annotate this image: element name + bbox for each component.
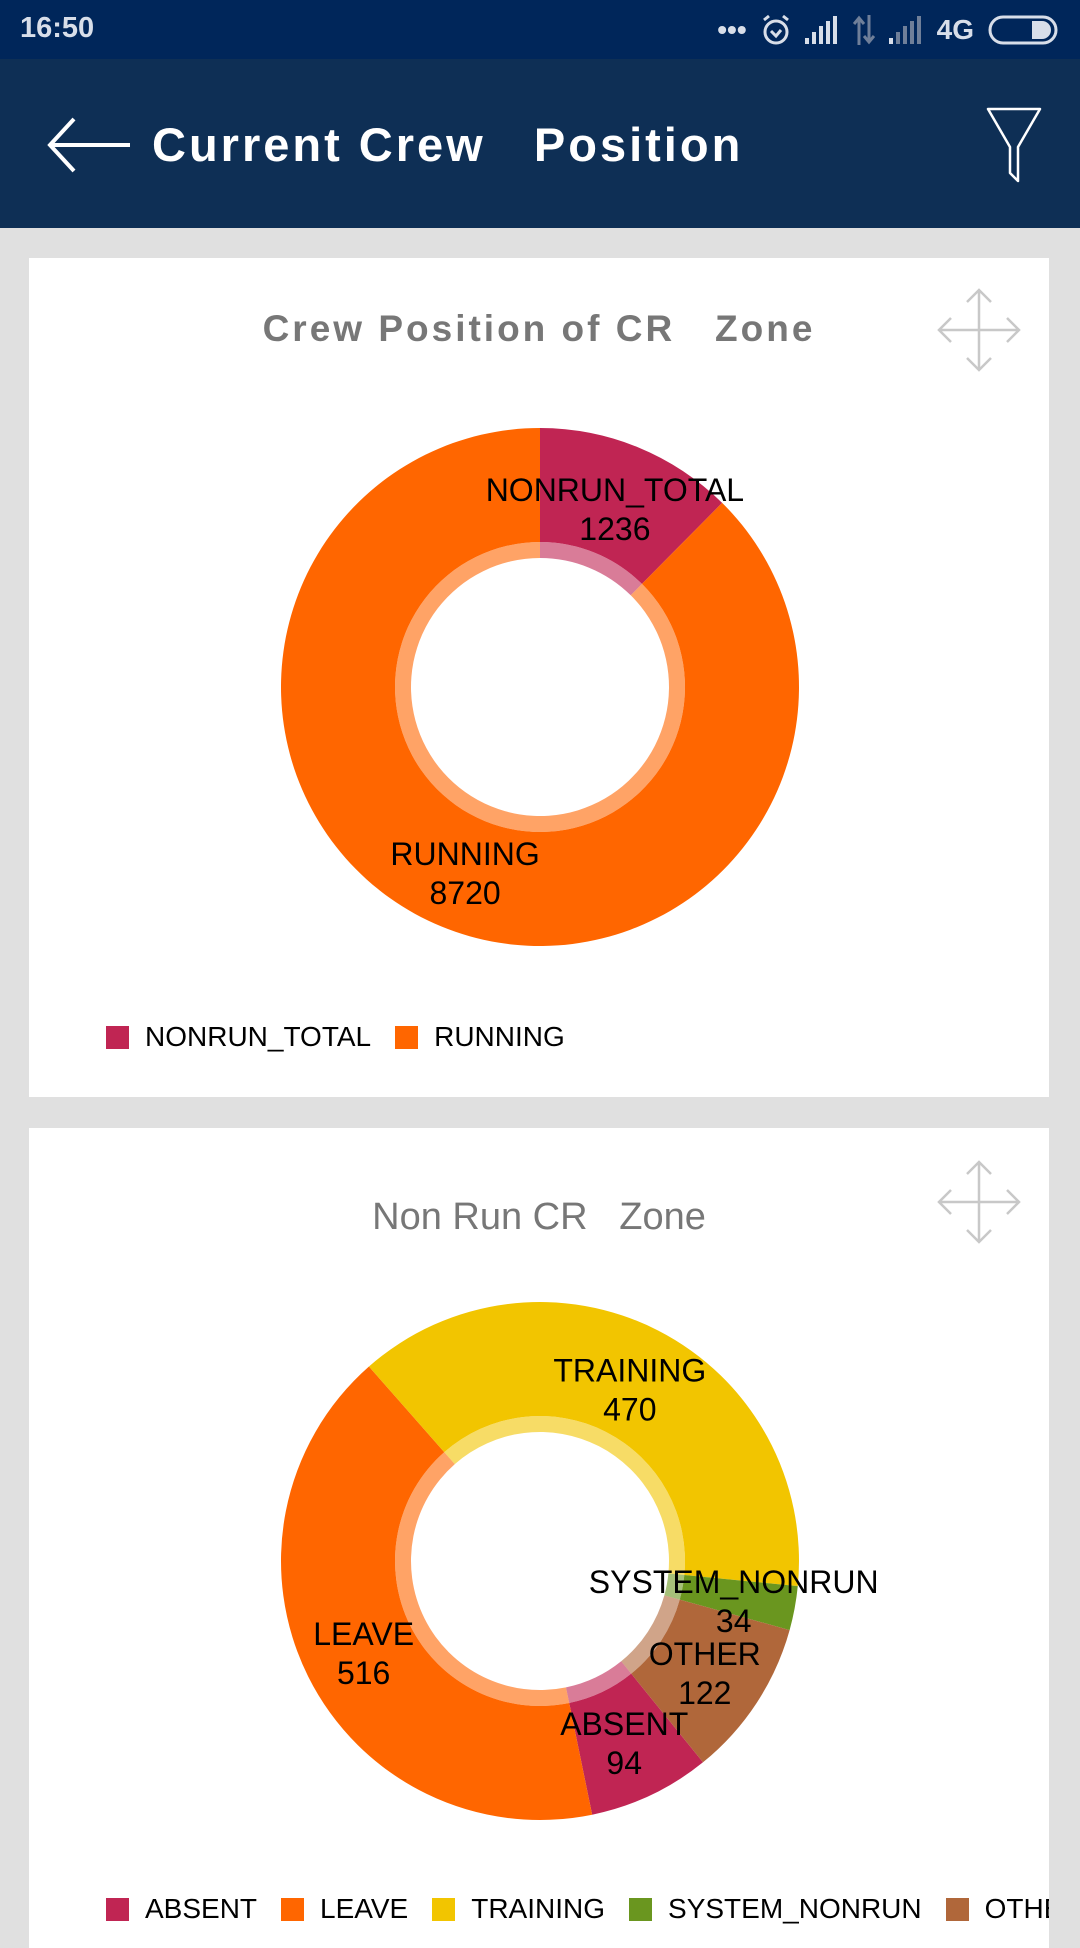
slice-inner-ring-running [394, 542, 685, 832]
label-absent: ABSENT [560, 1706, 688, 1742]
chart-legend: NONRUN_TOTAL RUNNING [106, 1021, 589, 1053]
legend-label: SYSTEM_NONRUN [668, 1893, 922, 1924]
chart-title: Crew Position of CR Zone [262, 308, 816, 349]
legend-swatch [106, 1025, 129, 1049]
status-bar: 16:50 ••• 4G [0, 0, 1080, 59]
slice-inner-ring-system-nonrun [664, 1573, 685, 1600]
slice-running[interactable] [280, 428, 800, 946]
legend-swatch [945, 1897, 969, 1921]
legend-swatch [106, 1897, 129, 1921]
slice-other[interactable] [631, 1599, 790, 1763]
legend-label: TRAINING [471, 1893, 606, 1924]
label-leave: LEAVE [313, 1616, 414, 1652]
legend-item-system-nonrun[interactable]: SYSTEM_NONRUN [629, 1893, 922, 1925]
legend-label: NONRUN_TOTAL [145, 1021, 372, 1052]
label-training: TRAINING [553, 1353, 706, 1389]
page-title: Current Crew Position [152, 118, 744, 171]
more-notifications-icon: ••• [717, 14, 747, 45]
legend-label: OTHER [984, 1893, 1049, 1924]
chart-title: Non Run CR Zone [372, 1196, 706, 1238]
back-arrow-icon[interactable] [46, 115, 132, 175]
legend-item-other[interactable]: OTHER [945, 1893, 1049, 1925]
legend-item-training[interactable]: TRAINING [432, 1893, 605, 1925]
status-icons: ••• 4G [717, 10, 1058, 50]
slice-leave[interactable] [281, 1366, 593, 1820]
slice-nonrun-total[interactable] [540, 428, 723, 584]
signal-icon [804, 16, 837, 44]
slice-inner-ring-absent [565, 1661, 632, 1704]
value-training: 470 [603, 1392, 656, 1428]
alarm-icon [762, 14, 789, 45]
legend-label: RUNNING [434, 1021, 565, 1052]
battery-icon [988, 15, 1058, 45]
legend-label: LEAVE [320, 1893, 409, 1924]
slice-inner-ring-nonrun-total [540, 542, 642, 596]
legend-swatch [629, 1897, 653, 1921]
label-system-nonrun: SYSTEM_NONRUN [589, 1564, 879, 1600]
slice-inner-ring-training [444, 1416, 685, 1576]
network-type: 4G [936, 14, 974, 45]
slice-system-nonrun[interactable] [679, 1575, 798, 1631]
signal-2-icon [888, 16, 921, 44]
legend-item-leave[interactable]: LEAVE [281, 1893, 408, 1925]
slice-inner-ring-leave [394, 1452, 570, 1706]
slice-absent[interactable] [569, 1673, 703, 1815]
label-other: OTHER [649, 1636, 761, 1672]
data-arrows-icon [852, 15, 875, 45]
legend-item-nonrun-total[interactable]: NONRUN_TOTAL [106, 1021, 371, 1053]
slice-inner-ring-other [621, 1595, 680, 1674]
crew-position-card: Crew Position of CR Zone NONRUN_TOTAL 123… [29, 258, 1049, 1097]
filter-icon[interactable] [984, 105, 1044, 185]
legend-item-absent[interactable]: ABSENT [106, 1893, 257, 1925]
legend-swatch [395, 1025, 419, 1049]
legend-swatch [281, 1897, 305, 1921]
legend-item-running[interactable]: RUNNING [395, 1021, 565, 1053]
move-icon[interactable] [937, 288, 1021, 372]
app-bar: Current Crew Position [0, 59, 1080, 228]
chart-legend: ABSENT LEAVE TRAINING SYSTEM_NONRUN OTHER [106, 1893, 1049, 1925]
status-time: 16:50 [20, 12, 95, 44]
label-nonrun-total: NONRUN_TOTAL [486, 472, 744, 508]
move-icon[interactable] [937, 1160, 1021, 1244]
legend-swatch [432, 1897, 456, 1921]
value-system-nonrun: 34 [716, 1603, 752, 1639]
value-absent: 94 [606, 1745, 642, 1781]
value-running: 8720 [430, 875, 501, 911]
value-nonrun-total: 1236 [579, 511, 650, 547]
legend-label: ABSENT [145, 1893, 258, 1924]
value-leave: 516 [337, 1655, 390, 1691]
non-run-card: Non Run CR Zone ABSENT 94 LEAVE 516 TRAINING… [29, 1128, 1049, 1948]
slice-training[interactable] [368, 1302, 799, 1587]
label-running: RUNNING [390, 836, 539, 872]
value-other: 122 [678, 1675, 731, 1711]
